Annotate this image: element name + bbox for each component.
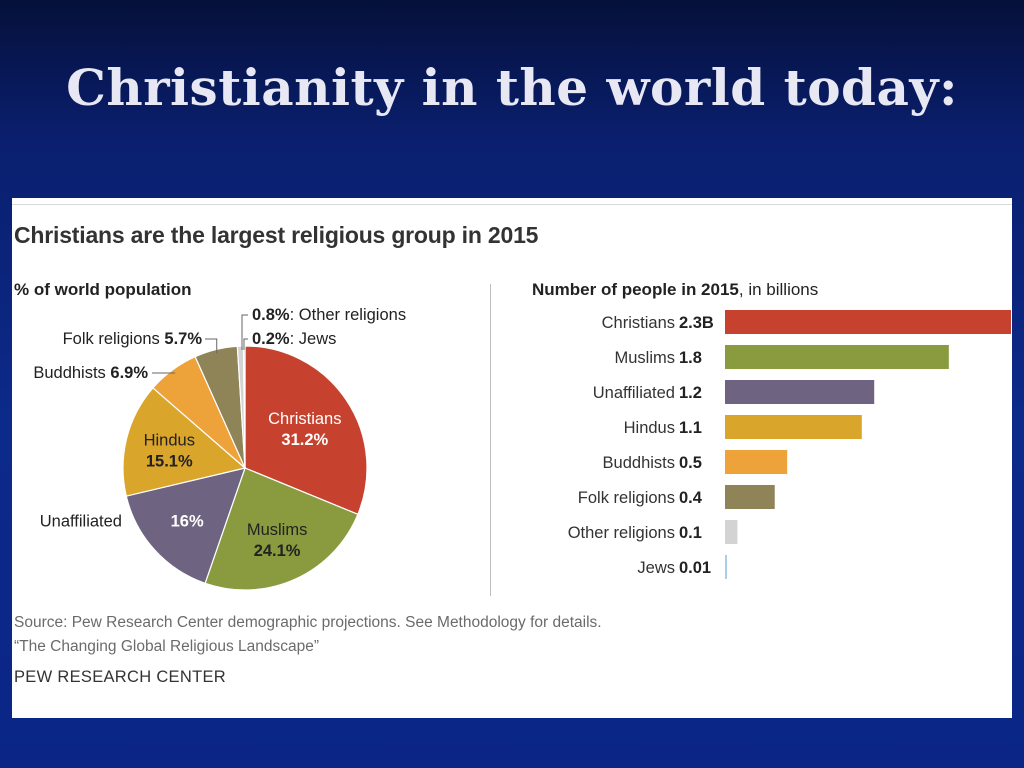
pie-pct-muslims: 24.1% bbox=[254, 542, 301, 560]
pie-slice-christians bbox=[244, 345, 368, 516]
pie-callout-other-religions: 0.8%: Other religions bbox=[252, 306, 406, 324]
bar-muslims bbox=[725, 345, 949, 369]
pew-credit: PEW RESEARCH CENTER bbox=[14, 668, 226, 686]
panel-top-rule bbox=[12, 204, 1012, 205]
bar-label-folk-religions: Folk religions bbox=[578, 489, 675, 507]
source-line-1: Source: Pew Research Center demographic … bbox=[14, 614, 602, 631]
bar-other-religions bbox=[725, 520, 738, 544]
pie-slice-muslims bbox=[204, 467, 359, 591]
bar-buddhists bbox=[725, 450, 788, 474]
leader-line-jews bbox=[243, 338, 248, 350]
slide-title: Christianity in the world today: bbox=[66, 58, 958, 117]
source-note: Source: Pew Research Center demographic … bbox=[14, 611, 602, 659]
bar-label-unaffiliated: Unaffiliated bbox=[593, 384, 675, 402]
pie-slice-unaffiliated bbox=[125, 467, 246, 585]
bar-value-hindus: 1.1 bbox=[679, 419, 702, 437]
bar-folk-religions bbox=[725, 485, 775, 509]
bar-label-hindus: Hindus bbox=[624, 419, 675, 437]
bar-subtitle: Number of people in 2015, in billions bbox=[532, 280, 818, 300]
bar-value-christians: 2.3B bbox=[679, 314, 714, 332]
bar-unaffiliated bbox=[725, 380, 875, 404]
pie-label-christians: Christians bbox=[268, 410, 341, 428]
bar-subtitle-unit: , in billions bbox=[738, 280, 819, 299]
pie-pct-unaffiliated: 16% bbox=[171, 512, 204, 530]
bar-value-other-religions: 0.1 bbox=[679, 524, 702, 542]
bar-hindus bbox=[725, 415, 862, 439]
pie-callout-folk-religions: Folk religions 5.7% bbox=[63, 330, 203, 348]
pie-label-muslims: Muslims bbox=[247, 521, 308, 539]
pie-pct-hindus: 15.1% bbox=[146, 452, 193, 470]
chart-divider bbox=[490, 284, 491, 596]
pie-callout-jews: 0.2%: Jews bbox=[252, 330, 336, 348]
pie-callout-buddhists: Buddhists 6.9% bbox=[33, 364, 148, 382]
pie-pct-christians: 31.2% bbox=[281, 431, 328, 449]
leader-line-other-religions bbox=[241, 314, 248, 350]
pie-slice-hindus bbox=[122, 387, 247, 497]
bar-value-buddhists: 0.5 bbox=[679, 454, 702, 472]
bar-value-muslims: 1.8 bbox=[679, 349, 702, 367]
leader-line-folk-religions bbox=[205, 338, 218, 354]
bar-label-other-religions: Other religions bbox=[568, 524, 675, 542]
bar-value-folk-religions: 0.4 bbox=[679, 489, 703, 507]
bar-value-jews: 0.01 bbox=[679, 559, 711, 577]
pie-subtitle: % of world population bbox=[14, 280, 192, 299]
bar-value-unaffiliated: 1.2 bbox=[679, 384, 702, 402]
pie-label-hindus: Hindus bbox=[144, 431, 195, 449]
pie-chart: Christians 31.2% Muslims 24.1% Hindus 15.1% 16… bbox=[33, 306, 406, 591]
bar-label-christians: Christians bbox=[602, 314, 675, 332]
bar-subtitle-bold: Number of people in 2015 bbox=[532, 280, 739, 299]
bar-label-jews: Jews bbox=[637, 559, 675, 577]
bar-label-muslims: Muslims bbox=[615, 349, 676, 367]
bar-christians bbox=[725, 310, 1011, 334]
figure-title: Christians are the largest religious gro… bbox=[14, 222, 539, 248]
bar-label-buddhists: Buddhists bbox=[603, 454, 675, 472]
source-line-2: “The Changing Global Religious Landscape… bbox=[14, 638, 320, 655]
pie-label-unaffiliated: Unaffiliated bbox=[40, 512, 122, 530]
bar-jews bbox=[725, 555, 727, 579]
chart-panel: Christians are the largest religious gro… bbox=[12, 198, 1012, 718]
